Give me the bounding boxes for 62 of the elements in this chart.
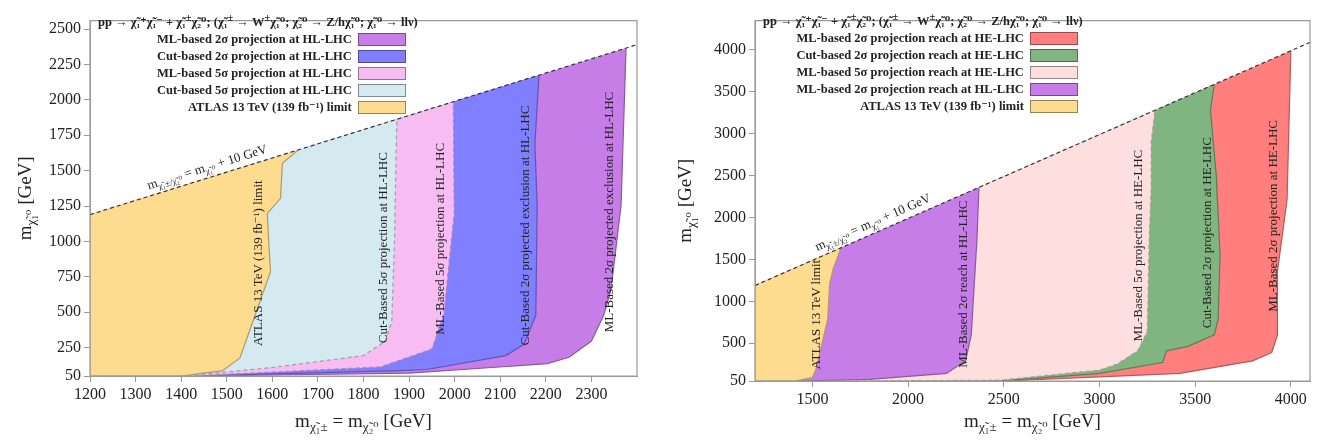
legend-label: ATLAS 13 TeV (139 fb⁻¹) limit	[187, 99, 353, 117]
annotation: ML-Based 5σ projection at HL-LHC	[432, 142, 448, 335]
annotation: ATLAS 13 TeV limit	[808, 259, 824, 370]
y-tick-label: 50	[65, 366, 81, 384]
y-tick-label: 1500	[714, 249, 746, 267]
x-tick-label: 1800	[347, 384, 380, 402]
y-tick-label: 3500	[714, 82, 746, 100]
x-tick-label: 1900	[393, 384, 426, 402]
y-axis-title: mχ̃₁⁰ [GeV]	[673, 158, 699, 243]
y-tick-label: 1750	[49, 125, 81, 143]
x-tick-label: 1400	[165, 384, 198, 402]
x-tick-label: 1700	[301, 384, 334, 402]
annotation: ML-Based 2σ projected exclusion at HL-LHC	[600, 91, 616, 333]
annotation: Cut-Based 5σ projection at HL-LHC	[374, 152, 390, 344]
y-tick-label: 2000	[714, 207, 746, 225]
annotation: ML-Based 5σ projection at HE-LHC	[1129, 149, 1145, 342]
annotation: ML-Based 2σ projection at HE-LHC	[1265, 119, 1281, 312]
legend-label: ML-based 5σ projection at HL-LHC	[155, 65, 353, 83]
x-tick-label: 1500	[796, 389, 829, 407]
annotation: ML-Based 2σ reach at HL-LHC	[954, 200, 970, 368]
y-axis-title: mχ̃₁⁰ [GeV]	[13, 156, 39, 241]
legend-label: ML-based 2σ projection reach at HL-LHC	[795, 81, 1025, 99]
y-tick-label: 1250	[49, 196, 81, 214]
legend-label: ML-based 5σ projection reach at HE-LHC	[795, 64, 1025, 82]
y-tick-label: 250	[57, 337, 81, 355]
y-tick-label: 2250	[49, 54, 81, 72]
y-tick-label: 50	[730, 371, 746, 389]
y-tick-label: 750	[57, 267, 81, 285]
x-tick-label: 4000	[1274, 389, 1307, 407]
y-tick-label: 2000	[49, 90, 81, 108]
annotation: Cut-Based 2σ projected exclusion at HL-LHC	[517, 105, 533, 346]
y-tick-label: 2500	[714, 165, 746, 183]
legend-title: pp → χ̃₁⁺χ̃₁⁻ + χ̃₁$^{±}$χ̃₂⁰; (χ̃₁$^{±}$ → W$^{±}$χ̃₁⁰; χ̃₂⁰ → Z/hχ̃₁⁰; χ̃₁⁰ → llν)	[762, 10, 1084, 31]
legend-label: ML-based 2σ projection at HL-LHC	[155, 31, 353, 49]
x-tick-label: 2300	[575, 384, 608, 402]
legend-label: ML-based 2σ projection reach at HE-LHC	[795, 30, 1025, 48]
x-tick-label: 1200	[74, 384, 106, 402]
x-tick-label: 3000	[1083, 389, 1116, 407]
y-tick-label: 1000	[714, 291, 746, 309]
y-tick-label: 2500	[49, 19, 81, 37]
x-tick-label: 2200	[529, 384, 562, 402]
legend-label: ATLAS 13 TeV (139 fb⁻¹) limit	[859, 98, 1025, 116]
y-tick-label: 4000	[714, 40, 746, 58]
y-tick-label: 500	[57, 302, 81, 320]
x-tick-label: 1500	[210, 384, 243, 402]
annotation: Cut-Based 2σ projection at HE-LHC	[1199, 137, 1215, 329]
x-tick-label: 1600	[256, 384, 289, 402]
y-tick-label: 1000	[49, 231, 81, 249]
legend-title: pp → χ̃₁⁺χ̃₁⁻ + χ̃₁$^{±}$χ̃₂⁰; (χ̃₁$^{±}$ → W$^{±}$χ̃₁⁰; χ̃₂⁰ → Z/hχ̃₁⁰; χ̃₁⁰ → llν)	[97, 11, 419, 32]
x-tick-label: 2100	[484, 384, 517, 402]
x-tick-label: 2000	[438, 384, 471, 402]
x-tick-label: 1300	[119, 384, 152, 402]
x-tick-label: 2000	[892, 389, 925, 407]
x-tick-label: 3500	[1179, 389, 1212, 407]
y-tick-label: 1500	[49, 160, 81, 178]
legend-label: Cut-based 5σ projection at HL-LHC	[155, 82, 353, 100]
x-tick-label: 2500	[987, 389, 1020, 407]
annotation: ATLAS 13 TeV (139 fb⁻¹) limit	[250, 179, 266, 347]
y-tick-label: 500	[722, 333, 746, 351]
legend-label: Cut-based 2σ projection at HL-LHC	[155, 48, 353, 66]
legend-label: Cut-based 2σ projection reach at HE-LHC	[795, 47, 1025, 65]
y-tick-label: 3000	[714, 123, 746, 141]
